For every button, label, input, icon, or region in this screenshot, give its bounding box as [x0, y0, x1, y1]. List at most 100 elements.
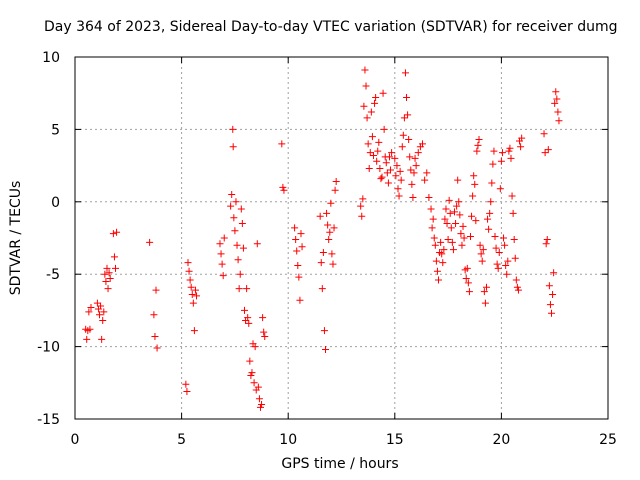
data-point [472, 217, 480, 225]
data-point [220, 234, 228, 242]
data-point [553, 95, 561, 103]
x-tick-label: 20 [492, 432, 510, 448]
data-point [405, 136, 413, 144]
data-point [505, 147, 513, 155]
data-point [359, 195, 367, 203]
data-point [228, 191, 236, 199]
data-point [490, 147, 498, 155]
data-point [187, 283, 195, 291]
data-point [442, 205, 450, 213]
data-point [326, 228, 334, 236]
data-point [396, 167, 404, 175]
data-point [492, 244, 500, 252]
data-point [291, 224, 299, 232]
data-point [362, 82, 370, 90]
data-point [99, 317, 107, 325]
data-point [388, 149, 396, 157]
data-point [454, 176, 462, 184]
data-point [489, 160, 497, 168]
data-point [324, 221, 332, 229]
data-point [541, 149, 549, 157]
data-point [455, 198, 463, 206]
data-point [387, 166, 395, 174]
data-point [475, 136, 483, 144]
data-point [517, 143, 525, 151]
data-point [250, 379, 258, 387]
data-point [486, 209, 494, 217]
data-point [476, 241, 484, 249]
data-point [110, 253, 118, 261]
grid-lines [75, 57, 608, 419]
data-point [399, 131, 407, 139]
data-point [367, 108, 375, 116]
data-point [540, 130, 548, 138]
data-point [365, 164, 373, 172]
data-point [550, 269, 558, 277]
data-point [361, 66, 369, 74]
data-point [364, 140, 372, 148]
data-point [369, 151, 377, 159]
data-point [258, 401, 266, 409]
data-point [331, 186, 339, 194]
data-point [551, 99, 559, 107]
data-point [457, 230, 465, 238]
data-point [397, 176, 405, 184]
data-point [256, 403, 264, 411]
data-point [112, 264, 120, 272]
data-point [401, 69, 409, 77]
data-point [328, 250, 336, 258]
data-point [358, 212, 366, 220]
data-point [232, 198, 240, 206]
data-point [423, 169, 431, 177]
data-point [409, 193, 417, 201]
data-point [261, 332, 269, 340]
data-point [443, 220, 451, 228]
axis-ticks: 0 5 10 15 20 25 -15 -10 -5 0 5 10 [37, 50, 617, 448]
data-point [244, 314, 252, 322]
plot-frame [74, 56, 609, 420]
data-point [219, 272, 227, 280]
x-axis-label: GPS time / hours [281, 456, 399, 472]
data-point [186, 276, 194, 284]
data-point [318, 285, 326, 293]
data-point [495, 248, 503, 256]
data-point [431, 241, 439, 249]
data-point [105, 269, 113, 277]
data-point [518, 134, 526, 142]
data-point [372, 94, 380, 102]
data-point [479, 246, 487, 254]
data-point [243, 285, 251, 293]
data-point [332, 178, 340, 186]
data-point [440, 246, 448, 254]
data-point [378, 173, 386, 181]
data-point [463, 264, 471, 272]
data-point [327, 199, 335, 207]
data-point [239, 244, 247, 252]
y-tick-label: -15 [37, 412, 60, 428]
data-point [508, 192, 516, 200]
data-point [298, 243, 306, 251]
data-point [412, 162, 420, 170]
data-point [383, 169, 391, 177]
data-point [384, 179, 392, 187]
data-point [230, 214, 238, 222]
data-point [450, 208, 458, 216]
data-point [493, 260, 501, 268]
data-point [385, 153, 393, 161]
data-point [496, 185, 504, 193]
data-point [471, 180, 479, 188]
data-point [391, 154, 399, 162]
data-point [458, 241, 466, 249]
data-point [501, 241, 509, 249]
data-point [379, 89, 387, 97]
data-point [317, 259, 325, 267]
data-point [251, 343, 259, 351]
data-point [452, 220, 460, 228]
data-point [150, 311, 158, 319]
x-tick-label: 15 [386, 432, 404, 448]
data-point [470, 172, 478, 180]
data-point [247, 372, 255, 380]
data-point [188, 290, 196, 298]
data-point [329, 260, 337, 268]
